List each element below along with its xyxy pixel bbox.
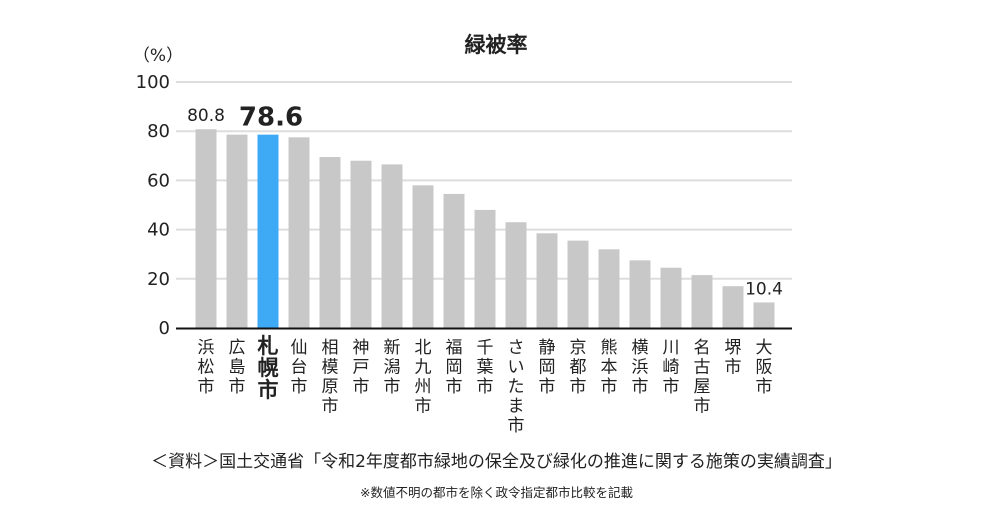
y-tick-label: 40 [147, 220, 170, 241]
source-citation: ＜資料＞国土交通省「令和2年度都市緑地の保全及び緑化の推進に関する施策の実績調査… [151, 452, 842, 472]
y-tick-label: 0 [159, 318, 170, 339]
data-label: 80.8 [187, 106, 225, 126]
y-axis-ticks: 0 20 40 60 80 100 [136, 72, 170, 339]
x-tick-label: 名古屋市 [694, 338, 711, 417]
bar [195, 129, 217, 328]
x-tick-label: 千葉市 [477, 338, 494, 397]
x-tick-label: 神戸市 [353, 338, 370, 397]
bar [226, 134, 248, 328]
x-tick-label: 札幌市 [257, 334, 279, 402]
x-tick-label: 静岡市 [539, 338, 556, 397]
data-labels: 80.8 78.6 10.4 [187, 103, 783, 300]
x-tick-label: 堺市 [725, 338, 742, 378]
bars [195, 129, 775, 328]
x-tick-label: さいたま市 [508, 338, 525, 436]
y-tick-label: 80 [147, 121, 170, 142]
bar [412, 185, 434, 328]
x-tick-label: 相模原市 [322, 338, 339, 417]
bar [381, 164, 403, 328]
chart-title: 緑被率 [465, 33, 528, 57]
bar [660, 267, 682, 328]
y-tick-label: 100 [136, 72, 170, 93]
x-tick-label: 仙台市 [291, 338, 308, 397]
gridlines [176, 81, 792, 280]
x-tick-label: 熊本市 [601, 338, 618, 397]
data-label: 78.6 [239, 103, 303, 133]
bar [567, 240, 589, 328]
bar [753, 302, 775, 328]
x-tick-label: 京都市 [570, 338, 587, 397]
data-label: 10.4 [745, 279, 783, 299]
bar [691, 275, 713, 328]
bar [629, 260, 651, 328]
x-tick-label: 北九州市 [415, 338, 432, 417]
bar [319, 157, 341, 328]
footnote: ※数値不明の都市を除く政令指定都市比較を記載 [360, 485, 633, 500]
bar [536, 233, 558, 328]
bar [505, 222, 527, 328]
x-tick-label: 川崎市 [663, 338, 680, 397]
x-axis-ticks: 浜松市広島市札幌市仙台市相模原市神戸市新潟市北九州市福岡市千葉市さいたま市静岡市… [198, 334, 773, 436]
x-tick-label: 浜松市 [198, 338, 215, 397]
bar [474, 209, 496, 328]
x-tick-label: 福岡市 [446, 338, 463, 397]
y-tick-label: 20 [147, 269, 170, 290]
bar [722, 286, 744, 328]
bar [598, 249, 620, 328]
x-tick-label: 広島市 [229, 338, 246, 397]
y-axis-unit: （%） [133, 46, 183, 66]
x-tick-label: 横浜市 [632, 338, 649, 397]
bar [288, 137, 310, 328]
x-tick-label: 新潟市 [384, 338, 401, 397]
x-tick-label: 大阪市 [756, 338, 773, 397]
bar [350, 160, 372, 328]
bar-chart: 緑被率 （%） 0 20 40 60 80 100 80.8 78.6 10.4 浜松市広島市… [133, 33, 792, 436]
bar [257, 134, 279, 328]
bar [443, 193, 465, 328]
y-tick-label: 60 [147, 170, 170, 191]
